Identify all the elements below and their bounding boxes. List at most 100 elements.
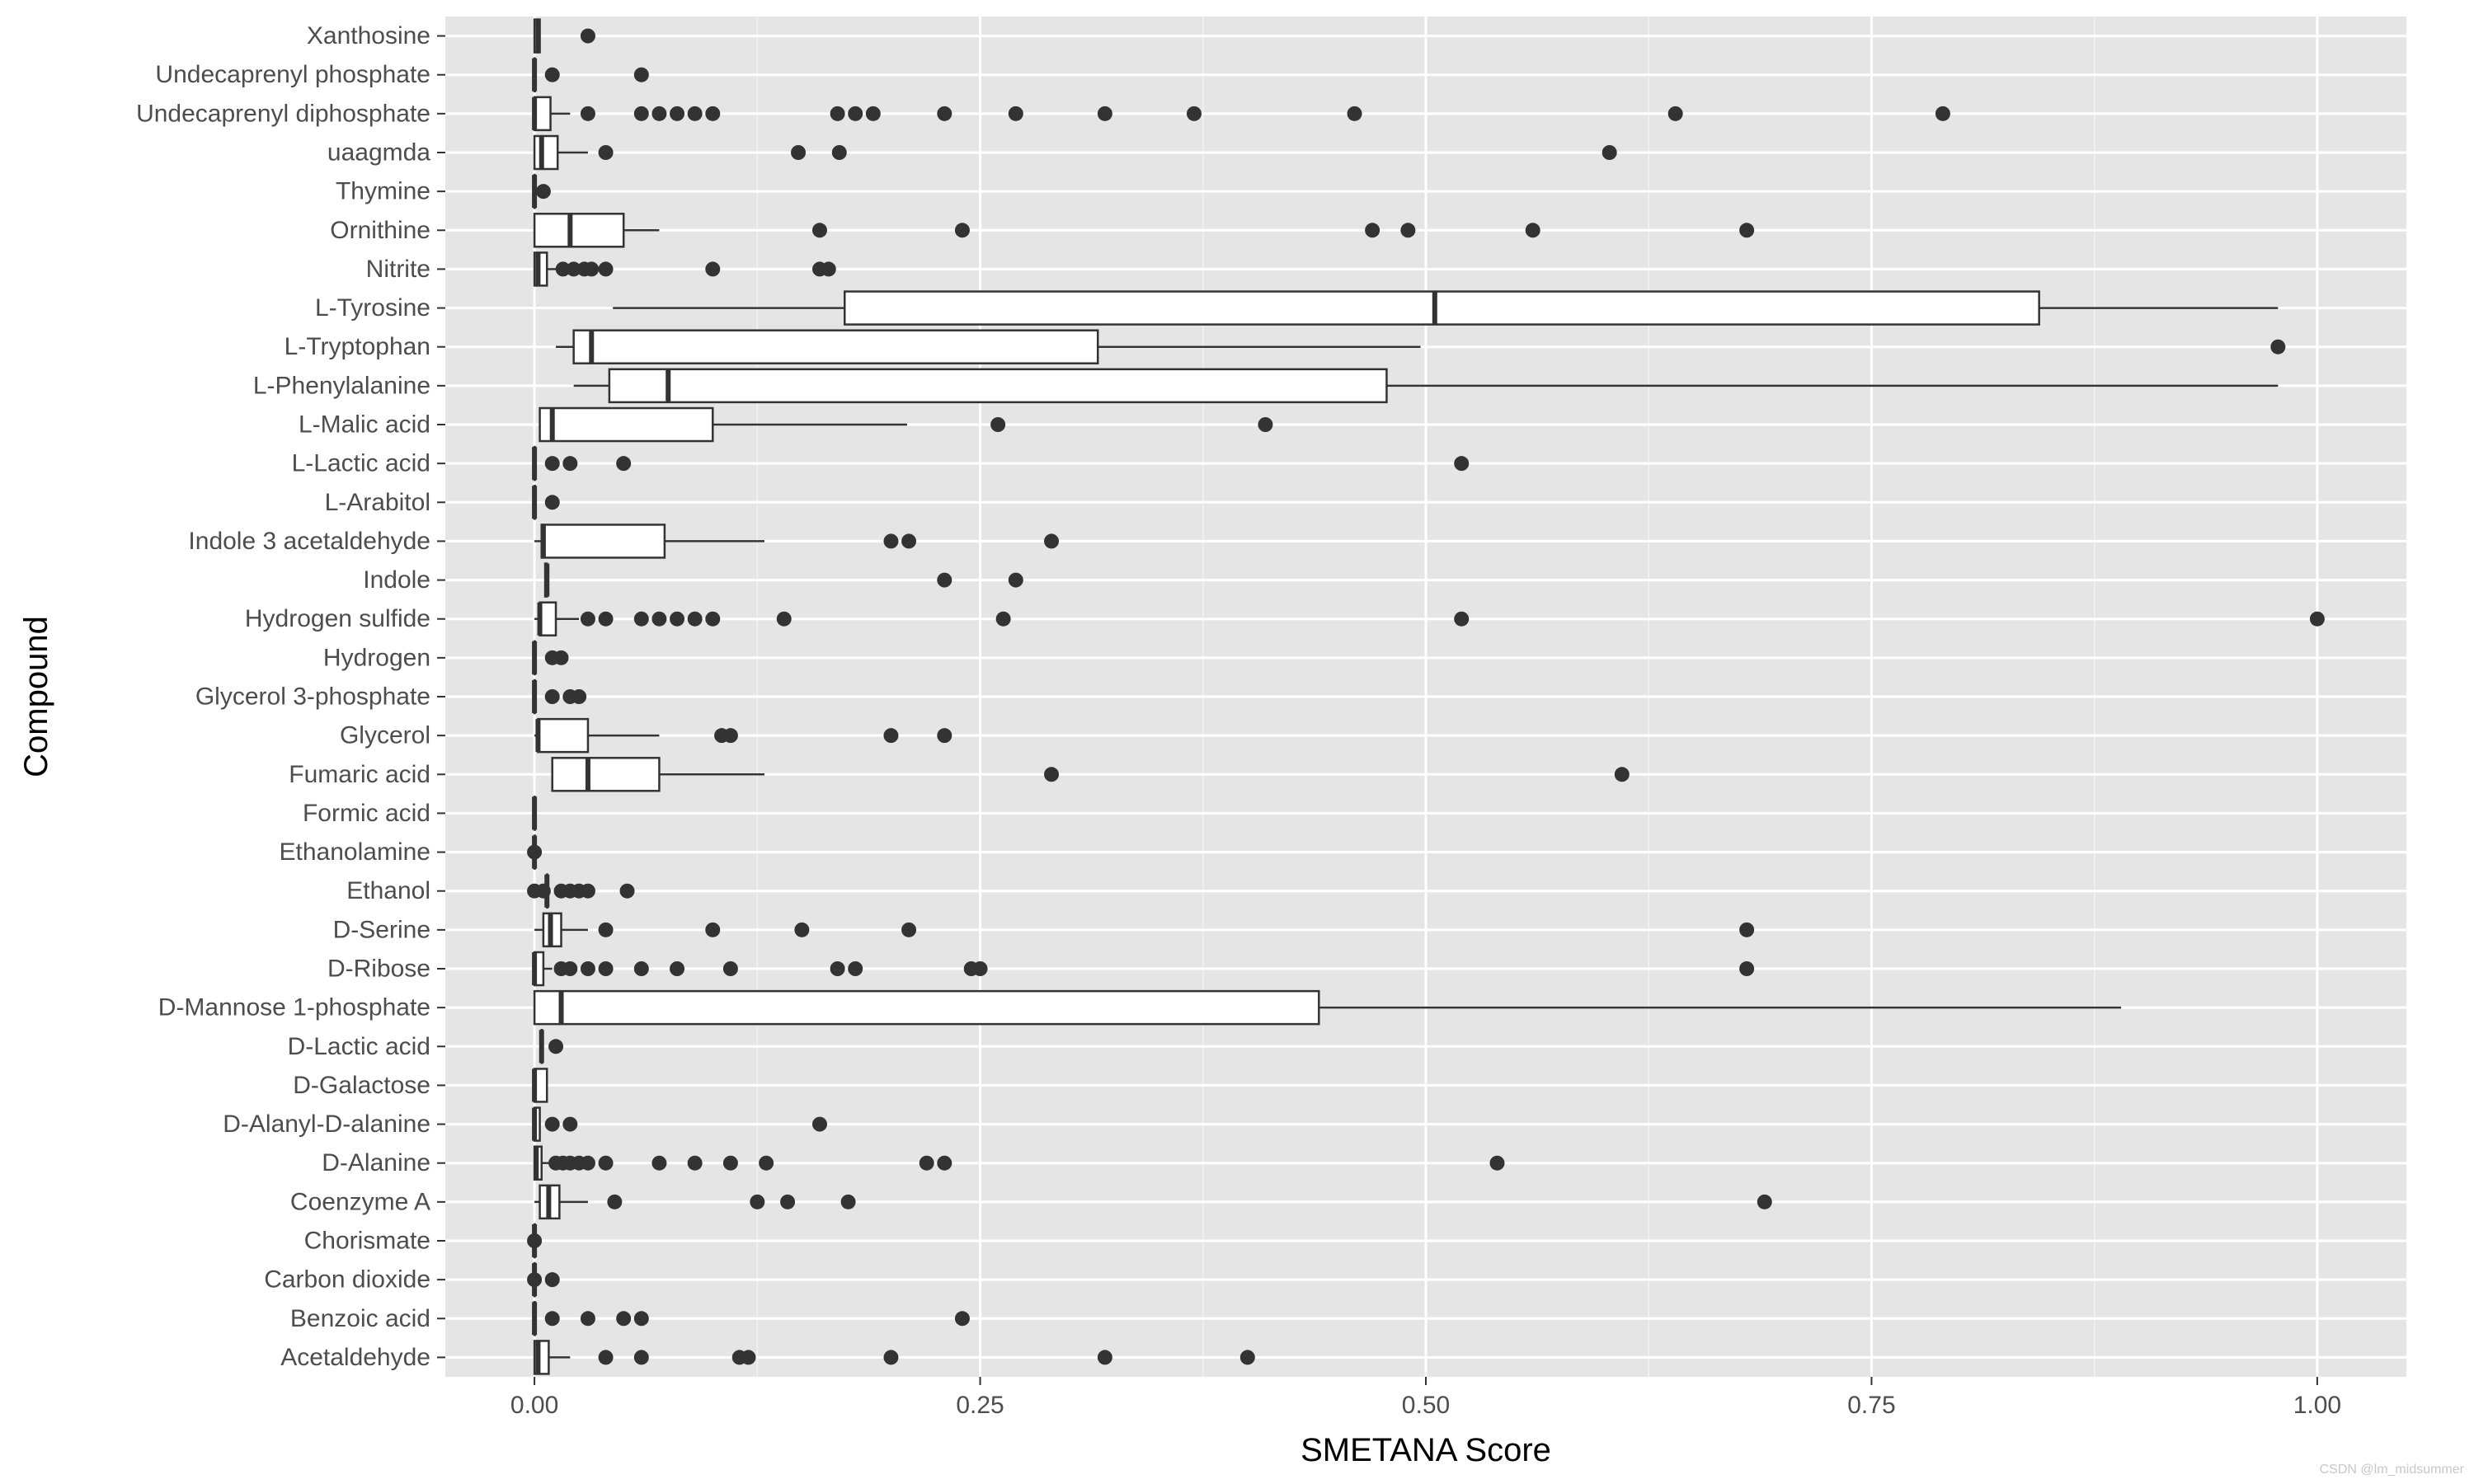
outlier-point [580,106,595,121]
outlier-point [562,456,578,472]
outlier-point [937,728,952,744]
x-tick-label: 0.25 [956,1392,1004,1419]
y-tick-label: Xanthosine [307,22,430,49]
outlier-point [1097,1350,1112,1365]
outlier-point [722,728,738,744]
outlier-point [705,261,721,277]
outlier-point [580,961,595,976]
outlier-point [848,106,863,121]
box [551,757,661,792]
outlier-point [995,611,1011,627]
outlier-point [2309,611,2325,627]
outlier-point [883,1350,899,1365]
outlier-point [633,67,649,82]
outlier-point [1454,611,1470,627]
outlier-point [562,961,578,976]
outlier-point [2270,339,2286,355]
outlier-point [1044,533,1060,549]
outlier-point [1757,1194,1772,1209]
y-tick-label: L-Tryptophan [285,333,430,360]
y-tick-label: Hydrogen sulfide [245,605,430,632]
box [608,368,1388,404]
y-tick-label: Undecaprenyl phosphate [155,61,430,88]
y-tick-label: Acetaldehyde [280,1344,430,1371]
box [533,989,1320,1026]
y-tick-label: L-Lactic acid [292,450,430,477]
outlier-point [651,611,667,627]
y-tick-label: Indole [363,566,430,594]
y-tick-label: Coenzyme A [290,1188,430,1215]
y-tick-label: L-Malic acid [299,411,430,439]
outlier-point [919,1155,934,1171]
box [540,524,666,559]
outlier-point [580,611,595,627]
box [572,329,1099,364]
outlier-point [584,261,600,277]
outlier-point [616,1311,632,1327]
y-tick-label: Indole 3 acetaldehyde [188,528,430,555]
outlier-point [1739,922,1755,937]
outlier-point [633,1350,649,1365]
outlier-point [553,650,569,665]
outlier-point [848,961,863,976]
outlier-point [722,1155,738,1171]
outlier-point [840,1194,856,1209]
outlier-point [821,261,836,277]
outlier-point [1008,572,1023,588]
outlier-point [794,922,810,937]
outlier-point [1667,106,1683,121]
y-tick-label: D-Alanyl-D-alanine [223,1111,430,1138]
outlier-point [544,1311,560,1327]
outlier-point [598,1155,614,1171]
outlier-point [527,1233,543,1248]
x-tick-label: 0.75 [1847,1392,1895,1419]
outlier-point [791,145,807,160]
outlier-point [535,184,551,200]
x-tick-label: 0.50 [1402,1392,1450,1419]
outlier-point [535,883,551,899]
outlier-point [759,1155,774,1171]
outlier-point [937,572,952,588]
outlier-point [705,106,721,121]
outlier-point [780,1194,796,1209]
outlier-point [598,611,614,627]
outlier-point [580,883,595,899]
box [843,290,2040,326]
outlier-point [883,533,899,549]
outlier-point [580,28,595,44]
y-tick-label: Hydrogen [323,644,430,671]
outlier-point [670,611,685,627]
box [533,134,559,171]
outlier-point [741,1350,756,1365]
outlier-point [651,106,667,121]
outlier-point [544,456,560,472]
x-tick-label: 0.00 [510,1392,558,1419]
outlier-point [1097,106,1112,121]
outlier-point [598,145,614,160]
y-tick-label: L-Phenylalanine [253,372,430,399]
y-tick-label: Ornithine [330,217,430,244]
outlier-point [527,1272,543,1288]
outlier-point [1935,106,1950,121]
outlier-point [1239,1350,1255,1365]
outlier-point [562,1116,578,1132]
outlier-point [937,1155,952,1171]
outlier-point [865,106,881,121]
outlier-point [776,611,792,627]
outlier-point [830,106,845,121]
outlier-point [705,611,721,627]
y-tick-label: D-Lactic acid [288,1033,430,1060]
outlier-point [598,1350,614,1365]
y-tick-label: uaagmda [327,139,430,167]
outlier-point [598,922,614,937]
y-tick-label: Fumaric acid [289,761,430,788]
outlier-point [571,689,587,704]
y-tick-label: L-Arabitol [325,489,430,516]
outlier-point [1400,223,1416,238]
y-tick-label: Glycerol [340,722,430,749]
outlier-point [633,106,649,121]
y-tick-label: Glycerol 3-phosphate [195,683,430,711]
outlier-point [1044,767,1060,782]
outlier-point [687,611,703,627]
outlier-point [544,1116,560,1132]
